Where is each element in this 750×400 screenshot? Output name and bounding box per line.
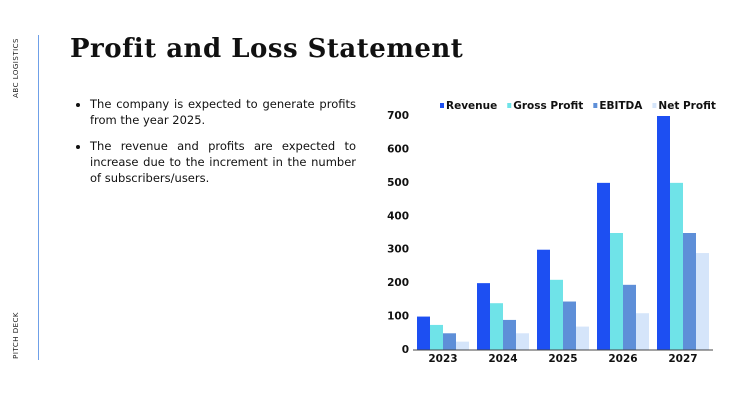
- y-tick-label: 300: [387, 244, 409, 256]
- bar: [563, 301, 576, 350]
- bar: [516, 333, 529, 350]
- bar: [623, 284, 636, 350]
- x-tick-label: 2023: [428, 353, 457, 365]
- y-tick-label: 0: [402, 344, 409, 356]
- bar: [610, 233, 623, 350]
- bar: [696, 253, 709, 350]
- x-tick-label: 2027: [668, 353, 697, 365]
- bullet: The company is expected to generate prof…: [90, 96, 356, 128]
- slide-title: Profit and Loss Statement: [70, 34, 464, 64]
- bar: [636, 313, 649, 350]
- legend-swatch: [652, 103, 657, 108]
- bar: [597, 182, 610, 350]
- bar: [490, 303, 503, 350]
- bar: [537, 249, 550, 350]
- bar: [477, 283, 490, 350]
- bar: [456, 341, 469, 350]
- legend-swatch: [593, 103, 598, 108]
- legend-swatch: [440, 103, 444, 108]
- y-tick-label: 100: [387, 311, 409, 323]
- bar: [683, 233, 696, 350]
- x-tick-label: 2025: [548, 353, 577, 365]
- bar: [503, 319, 516, 350]
- bullet: The revenue and profits are expected to …: [90, 138, 356, 186]
- bar: [443, 333, 456, 350]
- x-tick-label: 2024: [488, 353, 517, 365]
- sidebar-rule: [38, 35, 39, 360]
- legend-label: Gross Profit: [513, 100, 583, 112]
- bar: [417, 316, 430, 350]
- legend-swatch: [507, 103, 512, 108]
- legend-label: EBITDA: [599, 100, 643, 112]
- bar: [657, 116, 670, 350]
- legend-label: Revenue: [446, 100, 497, 112]
- y-tick-label: 200: [387, 277, 409, 289]
- bar: [576, 326, 589, 350]
- x-tick-label: 2026: [608, 353, 637, 365]
- y-tick-label: 600: [387, 143, 409, 155]
- bar: [550, 279, 563, 350]
- bullet-list: The company is expected to generate prof…: [76, 96, 356, 196]
- y-tick-label: 700: [387, 110, 409, 122]
- bar: [430, 324, 443, 350]
- y-tick-label: 500: [387, 177, 409, 189]
- legend-label: Net Profit: [658, 100, 715, 112]
- y-tick-label: 400: [387, 210, 409, 222]
- bar: [670, 182, 683, 350]
